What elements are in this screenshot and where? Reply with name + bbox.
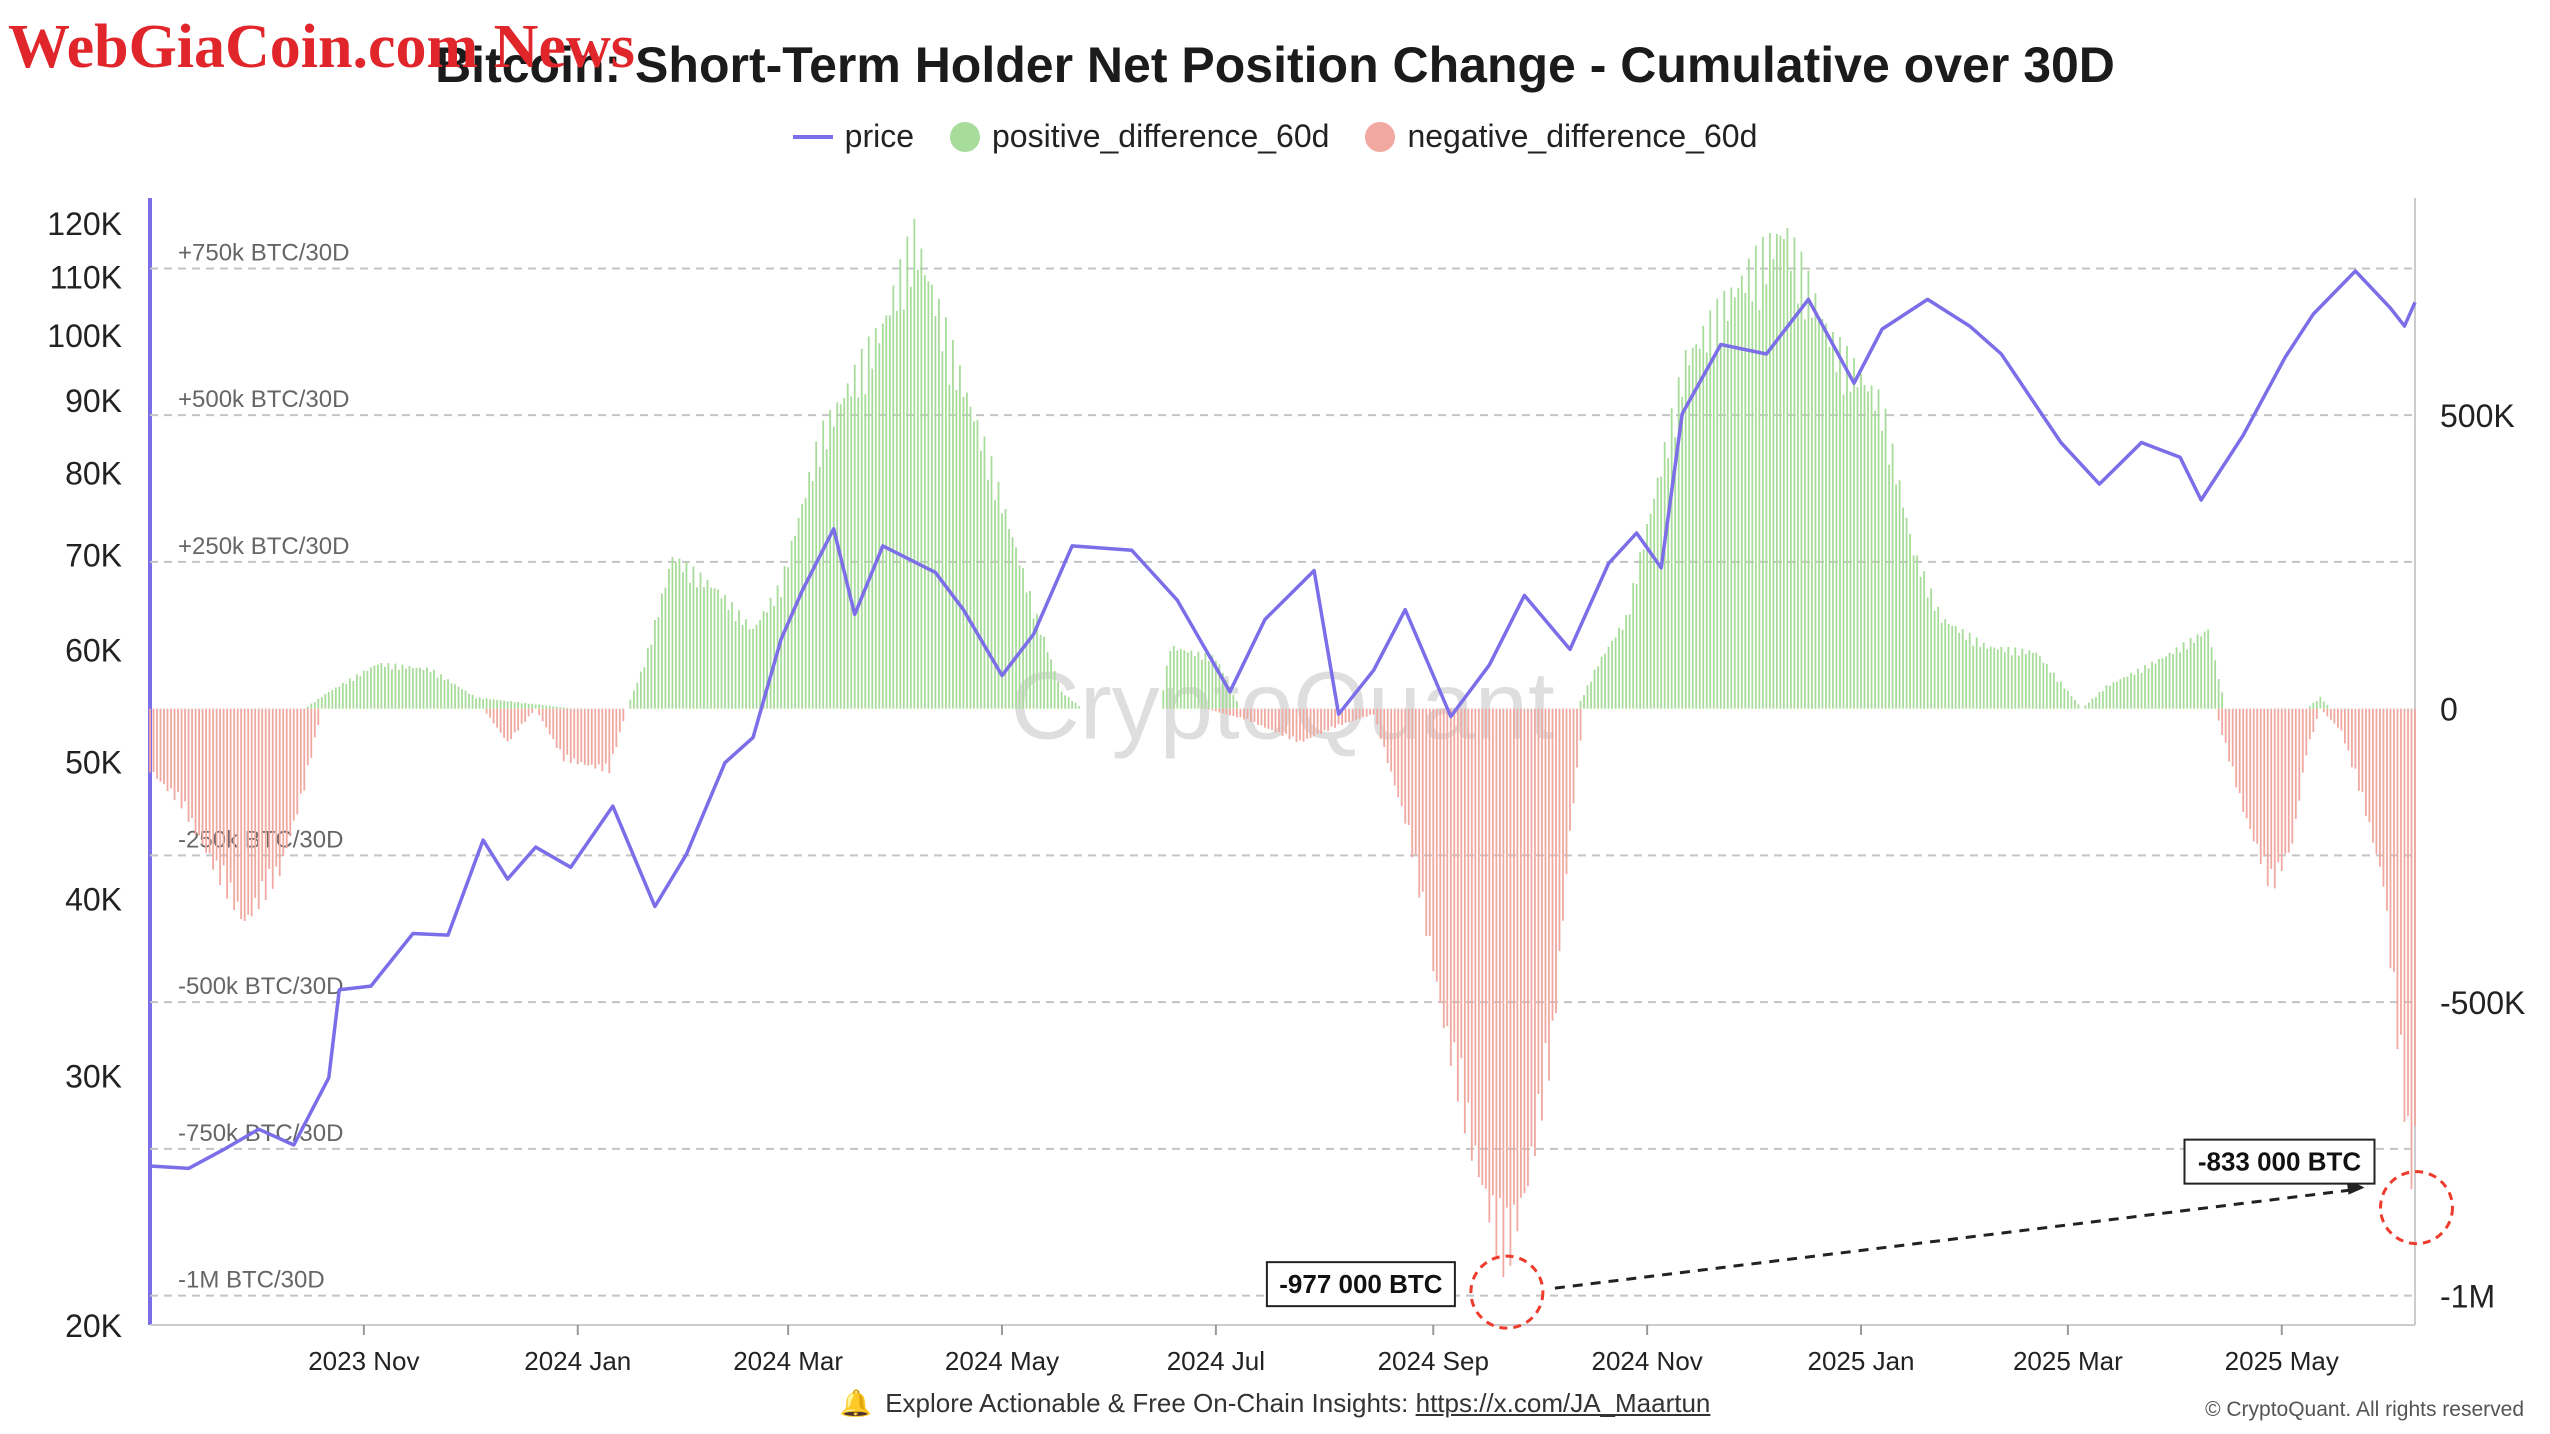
annotation-box (1265, 1261, 1456, 1308)
left-tick-label: 120K (47, 206, 122, 242)
x-tick-label: 2024 Jul (1167, 1346, 1265, 1376)
x-tick-label: 2024 Jan (524, 1346, 631, 1376)
x-tick-label: 2025 Jan (1808, 1346, 1915, 1376)
annotation-circle (1469, 1254, 1545, 1330)
cryptoquant-watermark: CryptoQuant (1010, 653, 1554, 760)
x-tick-label: 2024 May (945, 1346, 1059, 1376)
positive-dot-swatch (950, 121, 980, 152)
left-tick-label: 110K (50, 260, 122, 296)
annotation-box (2183, 1138, 2376, 1185)
copyright: © CryptoQuant. All rights reserved (2205, 1398, 2524, 1421)
chart-title: Bitcoin: Short-Term Holder Net Position … (435, 37, 2115, 93)
negative-dot-swatch (1365, 121, 1396, 152)
legend-item-price[interactable]: price (792, 118, 914, 155)
legend-label-negative: negative_difference_60d (1407, 118, 1758, 154)
right-tick-label: -1M (2440, 1279, 2495, 1315)
price-line (149, 269, 2417, 1171)
left-tick-label: 30K (65, 1059, 122, 1095)
reference-line-label: -750k BTC/30D (178, 1120, 343, 1147)
x-tick-label: 2024 Nov (1591, 1346, 1702, 1376)
legend-item-positive[interactable]: positive_difference_60d (950, 118, 1329, 155)
bell-icon: 🔔 (839, 1388, 872, 1418)
x-tick-label: 2024 Sep (1378, 1346, 1489, 1376)
footer-link[interactable]: https://x.com/JA_Maartun (1415, 1388, 1711, 1418)
left-tick-label: 50K (65, 745, 122, 781)
legend-label-price: price (844, 118, 914, 154)
annotation-label: -977 000 BTC (1279, 1269, 1443, 1299)
x-tick-label: 2023 Nov (308, 1346, 419, 1376)
reference-line-label: +500k BTC/30D (178, 386, 349, 413)
left-tick-label: 90K (65, 383, 122, 419)
right-tick-label: 0 (2440, 692, 2458, 728)
footer: 🔔 Explore Actionable & Free On-Chain Ins… (0, 1388, 2550, 1419)
left-tick-label: 70K (65, 538, 122, 574)
left-tick-label: 100K (47, 318, 122, 354)
reference-line-label: +750k BTC/30D (178, 239, 349, 266)
left-tick-label: 80K (65, 455, 122, 491)
annotation-arrow (1554, 1188, 2355, 1290)
price-line-swatch (792, 134, 833, 139)
left-tick-label: 40K (65, 882, 122, 918)
left-tick-label: 60K (65, 632, 122, 668)
right-tick-label: -500K (2440, 985, 2525, 1021)
legend-label-positive: positive_difference_60d (992, 118, 1330, 154)
legend: price positive_difference_60d negative_d… (0, 118, 2550, 155)
annotation-label: -833 000 BTC (2198, 1147, 2362, 1177)
reference-line-label: -1M BTC/30D (178, 1267, 325, 1294)
x-tick-label: 2024 Mar (733, 1346, 843, 1376)
right-tick-label: 500K (2440, 398, 2515, 434)
reference-line-label: -500k BTC/30D (178, 973, 343, 1000)
annotation-circle (2378, 1170, 2454, 1246)
site-watermark: WebGiaCoin.com News (8, 13, 635, 81)
footer-text: Explore Actionable & Free On-Chain Insig… (885, 1388, 1409, 1418)
left-tick-label: 20K (65, 1308, 122, 1344)
x-tick-label: 2025 May (2225, 1346, 2339, 1376)
x-tick-label: 2025 Mar (2013, 1346, 2123, 1376)
legend-item-negative[interactable]: negative_difference_60d (1365, 118, 1757, 155)
reference-line-label: +250k BTC/30D (178, 533, 349, 560)
